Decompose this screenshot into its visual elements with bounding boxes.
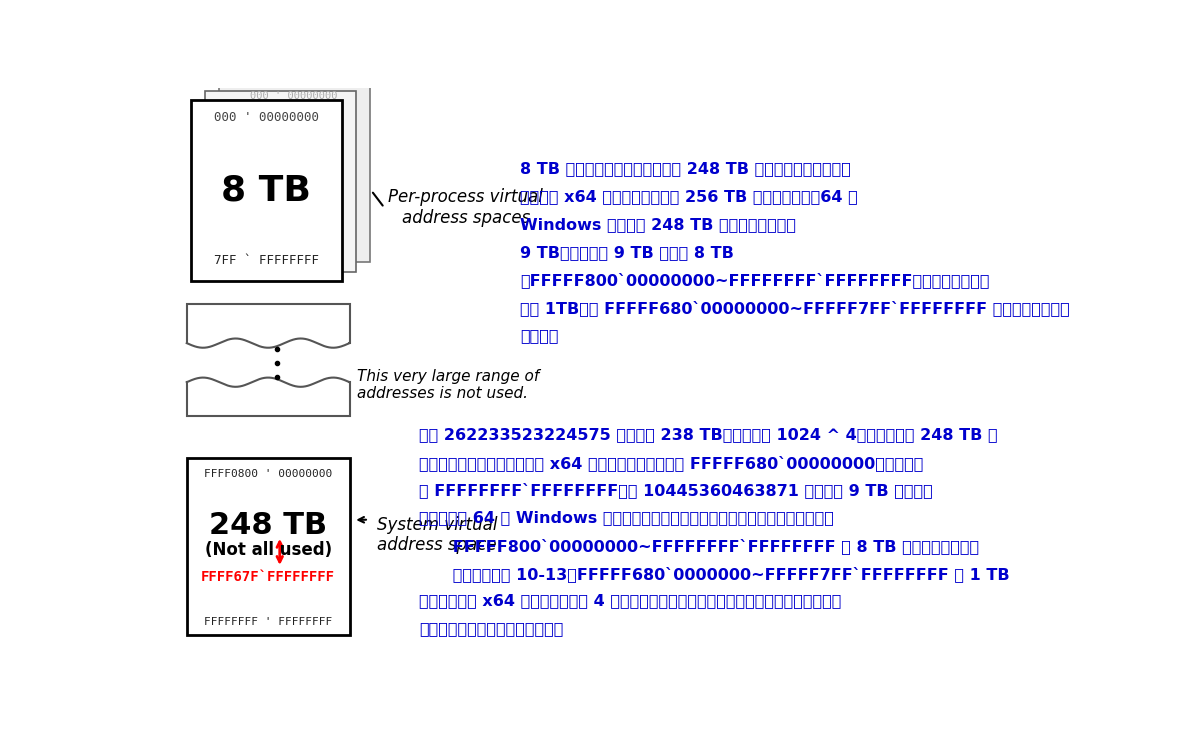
Bar — [187, 383, 349, 416]
Text: 7FF ` FFFFFFFF: 7FF ` FFFFFFFF — [213, 254, 318, 267]
Text: This very large range of
addresses is not used.: This very large range of addresses is no… — [358, 368, 540, 401]
Text: 空间（参考图 10-13，FFFFF680`0000000~FFFFF7FF`FFFFFFFF 的 1 TB: 空间（参考图 10-13，FFFFF680`0000000~FFFFF7FF`F… — [419, 566, 1010, 581]
Text: 而低 1TB，即 FFFFF680`00000000~FFFFF7FF`FFFFFFFF 被本书排除在内核: 而低 1TB，即 FFFFF680`00000000~FFFFF7FF`FFFF… — [520, 300, 1070, 316]
Text: 在本书中被排除在内核空间之外）: 在本书中被排除在内核空间之外） — [419, 621, 564, 636]
Text: （FFFFF800`00000000~FFFFFFFF`FFFFFFFF）作为内核空间；: （FFFFF800`00000000~FFFFFFFF`FFFFFFFF）作为内… — [520, 273, 990, 288]
Text: (Not all used): (Not all used) — [205, 541, 332, 559]
Bar — [187, 304, 349, 343]
Text: 248 TB: 248 TB — [210, 511, 327, 539]
Text: 8 TB: 8 TB — [221, 173, 311, 207]
Text: 8 TB 的每进程虚拟地址空间加上 248 TB 的共享内核虚拟地址空: 8 TB 的每进程虚拟地址空间加上 248 TB 的共享内核虚拟地址空 — [520, 161, 851, 177]
Text: 这个 262233523224575 字节，即 238 TB（前者除以 1024 ^ 4）的区域，是 248 TB 内: 这个 262233523224575 字节，即 238 TB（前者除以 1024… — [419, 427, 998, 442]
Text: System virtual
address space: System virtual address space — [377, 516, 497, 554]
Bar — [187, 458, 349, 635]
Text: 核空间中的未使用部分；因此 x64 的内核空间起始地址为 FFFFF680`00000000，结束地址: 核空间中的未使用部分；因此 x64 的内核空间起始地址为 FFFFF680`00… — [419, 455, 924, 471]
Text: 000 ' 00000000: 000 ' 00000000 — [233, 100, 328, 110]
Bar — [205, 91, 355, 272]
Bar — [219, 82, 369, 262]
Text: 000 ' 00000000: 000 ' 00000000 — [213, 111, 318, 124]
Bar — [188, 340, 348, 346]
Text: 为事实上的 64 位 Windows 内核空间范围，而在后面的译文我们会看到，作者仅把: 为事实上的 64 位 Windows 内核空间范围，而在后面的译文我们会看到，作… — [419, 511, 834, 525]
Text: 9 TB；而本书取 9 TB 中的高 8 TB: 9 TB；而本书取 9 TB 中的高 8 TB — [520, 245, 734, 259]
Text: 空间之外: 空间之外 — [520, 328, 559, 343]
Text: FFFFF800`00000000~FFFFFFFF`FFFFFFFF 的 8 TB 区域看成内核地址: FFFFF800`00000000~FFFFFFFF`FFFFFFFF 的 8 … — [419, 538, 979, 554]
Text: 间，等于 x64 处理器当前支持的 256 TB 虚拟地址空间；64 位: 间，等于 x64 处理器当前支持的 256 TB 虚拟地址空间；64 位 — [520, 189, 857, 204]
Text: FFFFFFFF ' FFFFFFFF: FFFFFFFF ' FFFFFFFF — [204, 618, 333, 627]
Text: 000 ' 00000000: 000 ' 00000000 — [250, 91, 337, 101]
Text: FFFF0800 ' 00000000: FFFF0800 ' 00000000 — [204, 469, 333, 479]
Bar — [188, 380, 348, 385]
Text: Windows 仅使用了 248 TB 内核虚拟内存中的: Windows 仅使用了 248 TB 内核虚拟内存中的 — [520, 217, 796, 232]
Text: Per-process virtual
address spaces: Per-process virtual address spaces — [388, 189, 543, 227]
Text: FFFF67F`FFFFFFFF: FFFF67F`FFFFFFFF — [201, 570, 335, 584]
Text: 区域用于存储 x64 地址转译所需的 4 级页表页面，超空间，以及系统缓存工作集；这个区域: 区域用于存储 x64 地址转译所需的 4 级页表页面，超空间，以及系统缓存工作集… — [419, 593, 842, 609]
Bar — [191, 100, 342, 281]
Text: 为 FFFFFFFF`FFFFFFFF，这 10445360463871 字节，即 9 TB 的区域，: 为 FFFFFFFF`FFFFFFFF，这 10445360463871 字节，… — [419, 483, 933, 498]
